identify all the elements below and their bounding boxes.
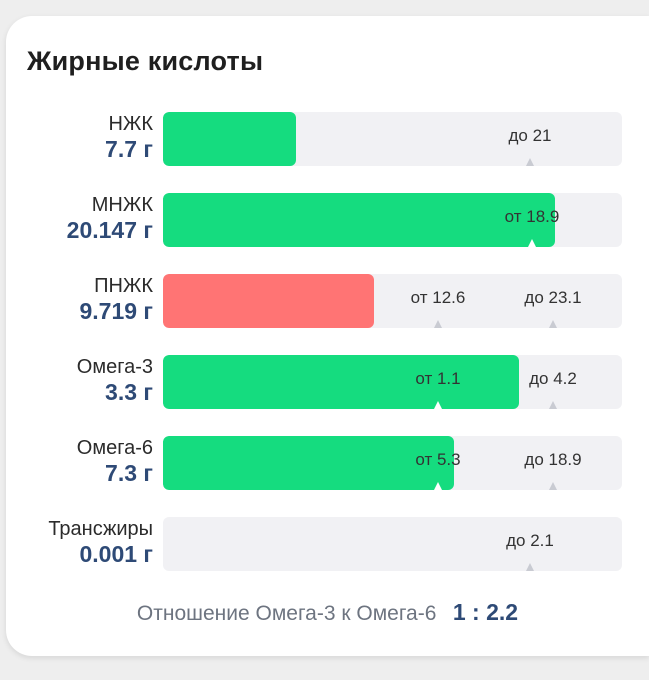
norm-marker-label: от 18.9 (504, 207, 560, 226)
norm-progress-track: от 1.1 до 4.2 (163, 355, 622, 409)
nutrient-amount: 20.147 г (66, 217, 153, 243)
norm-marker-label: до 18.9 (524, 450, 582, 469)
norm-marker-label: до 23.1 (524, 288, 582, 307)
norm-marker-tick (549, 320, 557, 328)
fatty-acids-card: Жирные кислоты НЖК 7.7 г до 21 МНЖК 20.147 г… (6, 16, 649, 656)
card-title: Жирные кислоты (27, 46, 264, 76)
nutrient-amount: 7.7 г (105, 136, 153, 162)
norm-progress-track: до 21 (163, 112, 622, 166)
norm-progress-track: от 5.3 до 18.9 (163, 436, 622, 490)
nutrient-row: МНЖК 20.147 г от 18.9 (6, 193, 649, 253)
norm-marker-tick (434, 401, 442, 409)
nutrient-label: ПНЖК 9.719 г (79, 274, 153, 324)
norm-progress-fill (163, 112, 296, 166)
nutrient-name: Омега-3 (76, 356, 153, 378)
nutrient-row: Омега-3 3.3 г от 1.1 до 4.2 (6, 355, 649, 415)
nutrient-name: Омега-6 (76, 437, 153, 459)
norm-marker-tick (434, 320, 442, 328)
norm-progress-track: до 2.1 (163, 517, 622, 571)
nutrient-row: НЖК 7.7 г до 21 (6, 112, 649, 172)
norm-marker-tick (549, 482, 557, 490)
norm-progress-fill (163, 436, 454, 490)
norm-marker-tick (528, 239, 536, 247)
nutrient-amount: 3.3 г (105, 379, 153, 405)
nutrient-label: Омега-3 3.3 г (77, 355, 153, 405)
nutrient-name: НЖК (108, 113, 153, 135)
norm-marker-tick (526, 158, 534, 166)
norm-progress-fill (163, 274, 374, 328)
norm-marker-label: от 5.3 (415, 450, 461, 469)
norm-progress-fill (163, 193, 555, 247)
nutrient-name: МНЖК (91, 194, 153, 216)
norm-marker-tick (549, 401, 557, 409)
norm-marker-label: до 21 (508, 126, 552, 145)
nutrient-amount: 9.719 г (79, 298, 153, 324)
norm-marker-tick (526, 563, 534, 571)
nutrient-label: НЖК 7.7 г (105, 112, 153, 162)
norm-progress-track: от 18.9 (163, 193, 622, 247)
norm-marker-label: от 12.6 (410, 288, 466, 307)
nutrient-label: Омега-6 7.3 г (77, 436, 153, 486)
nutrient-label: Трансжиры 0.001 г (48, 517, 153, 567)
nutrient-row: Трансжиры 0.001 г до 2.1 (6, 517, 649, 577)
norm-marker-label: от 1.1 (415, 369, 461, 388)
norm-marker-tick (434, 482, 442, 490)
omega-ratio: Отношение Омега-3 к Омега-6 1 : 2.2 (6, 599, 649, 626)
norm-progress-track: от 12.6 до 23.1 (163, 274, 622, 328)
norm-marker-label: до 4.2 (529, 369, 577, 388)
nutrient-row: ПНЖК 9.719 г от 12.6 до 23.1 (6, 274, 649, 334)
omega-ratio-value: 1 : 2.2 (452, 599, 519, 625)
nutrient-row: Омега-6 7.3 г от 5.3 до 18.9 (6, 436, 649, 496)
nutrient-name: ПНЖК (94, 275, 153, 297)
norm-progress-fill (163, 355, 519, 409)
nutrient-label: МНЖК 20.147 г (67, 193, 153, 243)
norm-marker-label: до 2.1 (506, 531, 554, 550)
omega-ratio-label: Отношение Омега-3 к Омега-6 (136, 602, 437, 625)
nutrient-amount: 0.001 г (79, 541, 153, 567)
nutrient-amount: 7.3 г (105, 460, 153, 486)
nutrient-name: Трансжиры (48, 518, 153, 540)
